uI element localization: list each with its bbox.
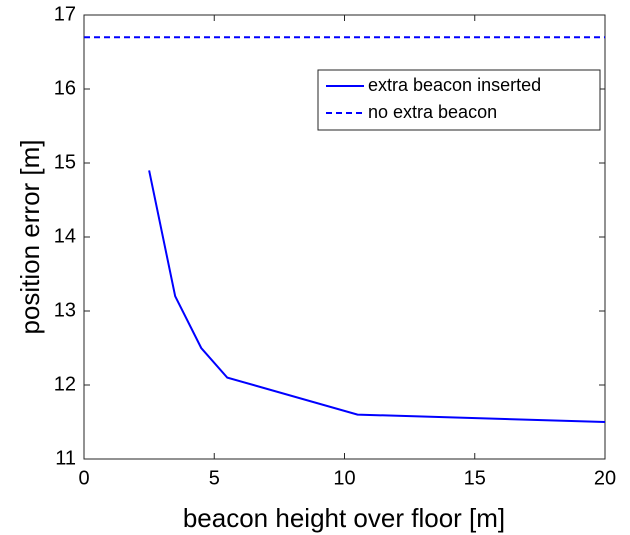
- x-axis-label: beacon height over floor [m]: [183, 503, 505, 533]
- x-tick-label: 20: [594, 467, 616, 489]
- y-tick-label: 17: [54, 3, 76, 25]
- x-tick-label: 15: [464, 467, 486, 489]
- x-tick-label: 5: [209, 467, 220, 489]
- y-axis-label: position error [m]: [15, 139, 45, 334]
- y-tick-label: 11: [55, 447, 76, 469]
- y-tick-label: 15: [54, 151, 76, 173]
- y-tick-label: 13: [54, 299, 76, 321]
- x-tick-label: 10: [333, 467, 355, 489]
- line-series: [148, 170, 606, 423]
- y-tick-label: 12: [54, 373, 76, 395]
- y-tick-label: 14: [54, 225, 76, 247]
- legend-label: no extra beacon: [368, 102, 497, 122]
- x-tick-label: 0: [78, 467, 89, 489]
- y-tick-label: 16: [54, 77, 76, 99]
- legend-label: extra beacon inserted: [368, 75, 541, 95]
- legend-box: [317, 69, 601, 131]
